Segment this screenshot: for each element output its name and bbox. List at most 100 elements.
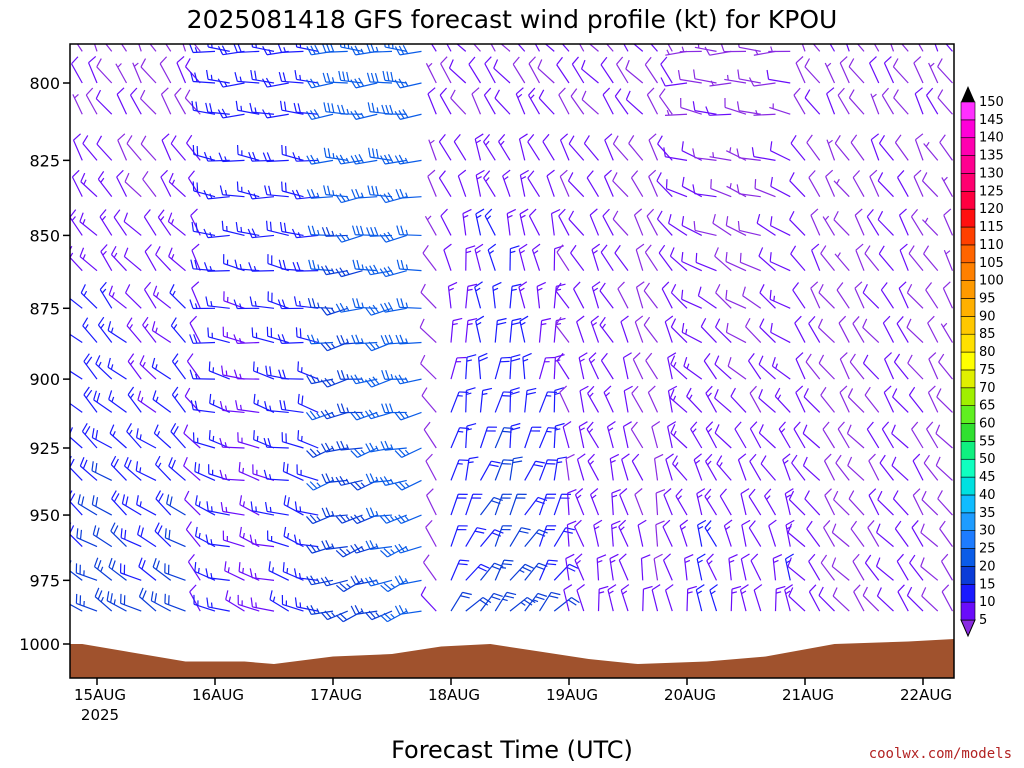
wind-barb <box>191 221 216 237</box>
wind-barb <box>804 490 821 516</box>
wind-barb <box>235 221 260 237</box>
wind-barb <box>928 352 939 380</box>
x-tick-label: 20AUG <box>664 686 716 704</box>
wind-barb <box>597 585 609 612</box>
wind-barb <box>679 519 689 547</box>
wind-barb <box>237 432 260 449</box>
wind-barb <box>264 185 289 198</box>
wind-barb <box>864 386 880 413</box>
wind-barb <box>235 400 260 414</box>
wind-barb <box>653 453 664 481</box>
wind-barb <box>277 334 304 344</box>
wind-barb <box>233 369 260 380</box>
wind-barb <box>126 135 142 161</box>
wind-barb <box>150 591 172 612</box>
wind-barb <box>737 220 761 236</box>
wind-barb <box>238 462 260 481</box>
wind-barb <box>194 561 216 581</box>
wind-barb <box>870 93 880 115</box>
wind-barb <box>681 251 702 272</box>
wind-barb <box>70 603 83 612</box>
wind-barb <box>81 422 98 449</box>
wind-barb <box>795 385 806 413</box>
wind-barb <box>877 172 894 198</box>
wind-barb <box>576 584 585 612</box>
wind-barb <box>394 154 422 165</box>
colorbar-label: 120 <box>979 202 1004 217</box>
wind-barb <box>220 502 245 516</box>
wind-barb <box>524 592 548 612</box>
wind-barb <box>890 44 895 52</box>
wind-barb <box>365 610 393 621</box>
wind-barb <box>565 453 575 481</box>
wind-barb <box>788 490 806 516</box>
wind-barb <box>760 455 776 481</box>
wind-barb <box>140 135 157 161</box>
wind-barb <box>335 302 363 313</box>
wind-barb <box>631 453 644 481</box>
wind-barb <box>366 72 393 84</box>
wind-barb <box>908 245 924 272</box>
wind-barb <box>883 56 895 84</box>
wind-barb <box>306 188 334 199</box>
wind-barb <box>790 245 806 272</box>
wind-barb <box>648 133 659 161</box>
wind-barb <box>612 135 629 161</box>
wind-barb <box>668 214 688 236</box>
x-tick-label: 22AUG <box>900 686 952 704</box>
wind-barb <box>921 587 939 612</box>
wind-barb <box>748 488 762 516</box>
wind-barb <box>206 597 230 612</box>
wind-barb <box>478 352 488 380</box>
wind-barb <box>922 217 939 236</box>
wind-barb <box>589 488 600 516</box>
wind-barb <box>380 546 408 558</box>
wind-barb <box>644 56 658 84</box>
wind-barb <box>808 170 821 197</box>
wind-barb <box>914 133 924 161</box>
colorbar-label: 35 <box>979 506 996 521</box>
wind-barb <box>123 212 142 236</box>
wind-barb <box>770 322 791 344</box>
wind-barb <box>475 208 485 236</box>
wind-barb <box>120 593 142 612</box>
wind-barb <box>395 188 422 199</box>
wind-barb <box>475 315 485 343</box>
wind-barb <box>737 69 761 84</box>
wind-barb <box>660 56 673 84</box>
wind-barb <box>494 356 511 380</box>
wind-barb <box>881 87 895 115</box>
wind-barb <box>873 44 880 52</box>
wind-barb <box>943 208 954 236</box>
wind-barb <box>95 89 113 115</box>
wind-barb <box>704 488 718 516</box>
wind-barb <box>80 284 98 309</box>
wind-barb <box>335 267 363 278</box>
wind-barb <box>484 56 496 84</box>
wind-barb <box>703 352 717 380</box>
wind-barb <box>714 389 732 413</box>
wind-barb <box>818 586 835 612</box>
wind-barb <box>808 316 821 343</box>
wind-barb <box>625 90 644 115</box>
wind-barb <box>622 352 632 380</box>
wind-barb <box>578 352 588 380</box>
wind-barb <box>664 110 688 116</box>
wind-barb <box>132 62 142 84</box>
wind-barb <box>440 208 452 236</box>
wind-barb <box>450 591 472 612</box>
wind-barb <box>748 520 762 547</box>
wind-barb <box>465 527 487 547</box>
wind-barb <box>189 584 201 612</box>
wind-barb <box>155 246 172 272</box>
wind-barb <box>759 284 776 309</box>
wind-barb <box>556 56 570 84</box>
wind-barb <box>650 44 658 52</box>
wind-barb <box>142 316 157 343</box>
wind-barb <box>877 490 894 516</box>
wind-barb <box>749 453 762 481</box>
wind-barb <box>233 44 260 54</box>
wind-barb <box>450 525 468 547</box>
wind-barb <box>901 44 909 52</box>
wind-barb <box>168 247 186 272</box>
